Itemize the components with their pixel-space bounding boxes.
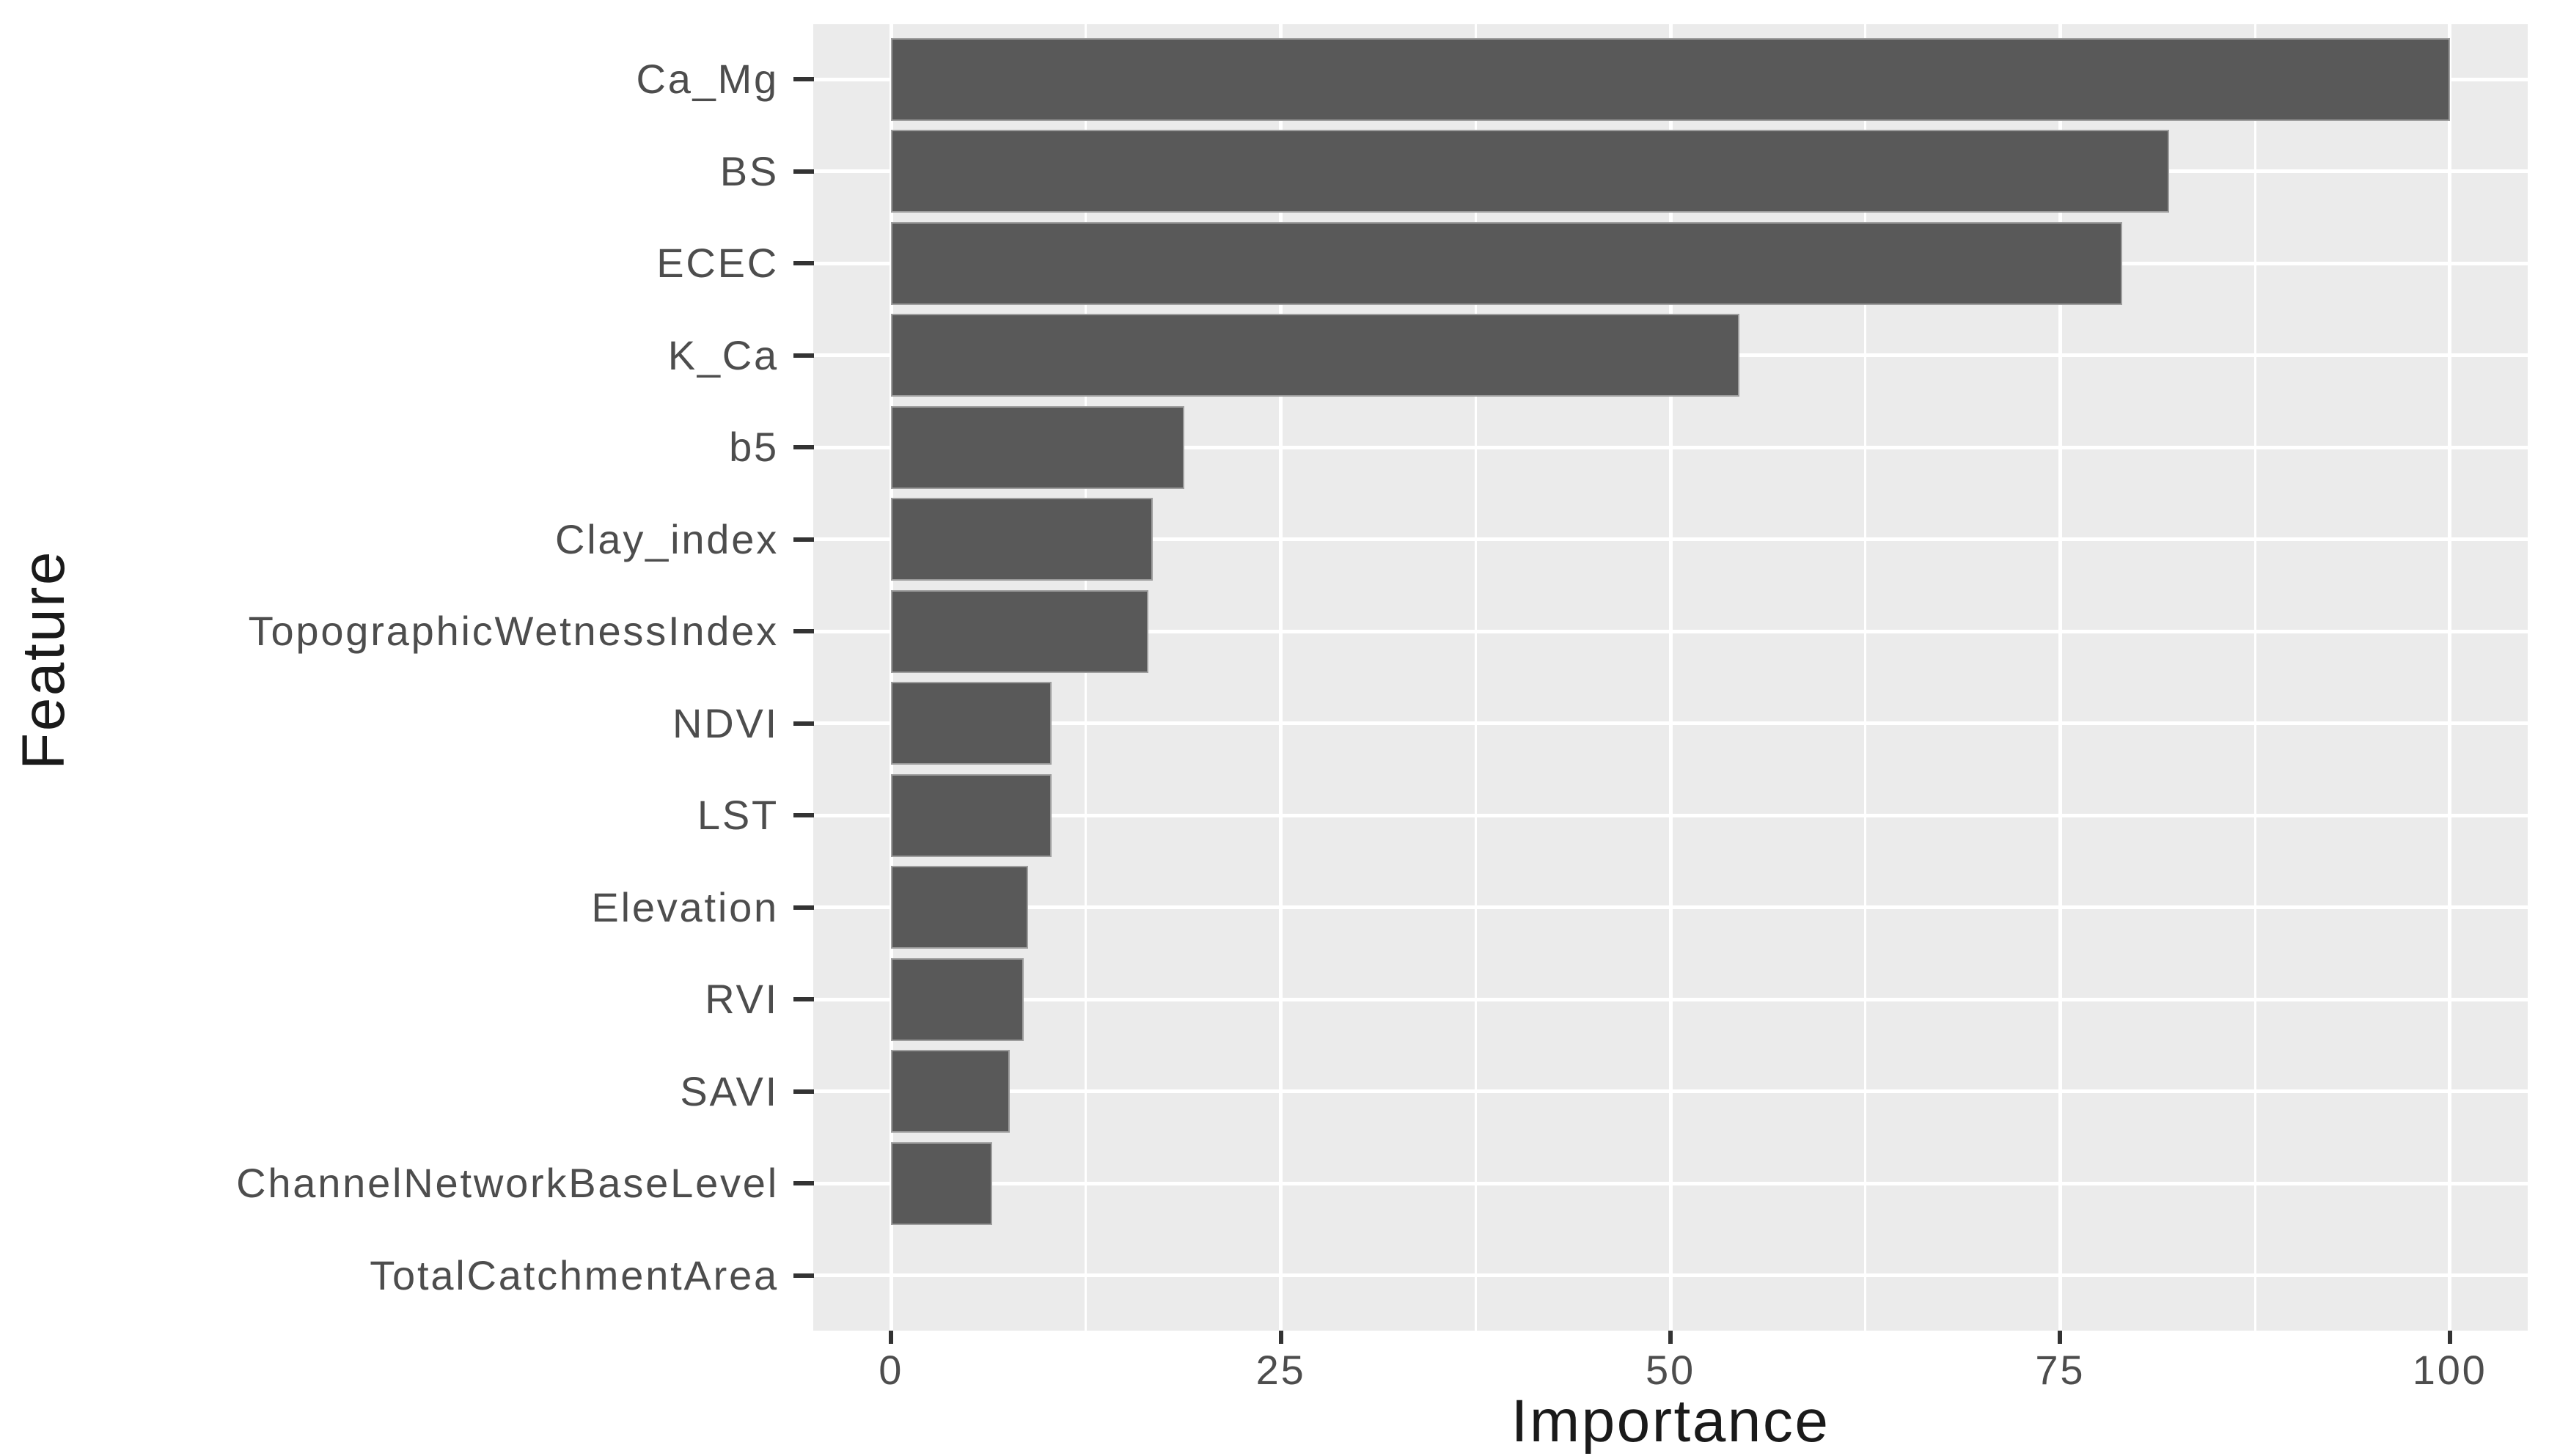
y-tick-mark — [793, 261, 814, 266]
y-tick-mark — [793, 813, 814, 818]
gridline-minor-vertical — [2253, 24, 2256, 1331]
y-axis-tick-label: RVI — [705, 976, 779, 1023]
y-axis-tick-label: TotalCatchmentArea — [370, 1251, 779, 1298]
y-tick-mark — [793, 905, 814, 910]
gridline-major-horizontal — [813, 445, 2528, 449]
y-axis-tick-label: ECEC — [656, 240, 779, 287]
gridline-major-horizontal — [813, 629, 2528, 633]
x-axis-tick-label: 0 — [879, 1347, 904, 1393]
bar — [891, 589, 1148, 673]
gridline-major-horizontal — [813, 1273, 2528, 1278]
gridline-major-horizontal — [813, 1089, 2528, 1094]
y-axis-tick-label: TopographicWetnessIndex — [248, 608, 779, 655]
bar — [891, 221, 2123, 305]
x-axis-tick-label: 50 — [1646, 1347, 1695, 1393]
y-axis-tick-label: SAVI — [680, 1067, 779, 1114]
gridline-major-vertical — [1279, 24, 1283, 1331]
bar — [891, 773, 1052, 857]
gridline-major-vertical — [2058, 24, 2062, 1331]
x-axis-title: Importance — [1511, 1388, 1830, 1455]
y-axis-tick-label: b5 — [729, 424, 779, 471]
y-tick-mark — [793, 353, 814, 358]
bar — [891, 37, 2450, 121]
y-tick-mark — [793, 537, 814, 542]
gridline-major-vertical — [889, 24, 893, 1331]
y-axis-tick-label: K_Ca — [667, 331, 779, 378]
gridline-major-horizontal — [813, 997, 2528, 1001]
x-tick-mark — [889, 1331, 894, 1344]
y-tick-mark — [793, 997, 814, 1002]
x-tick-mark — [1278, 1331, 1283, 1344]
gridline-minor-vertical — [1085, 24, 1088, 1331]
y-axis-tick-label: BS — [719, 147, 779, 194]
y-tick-mark — [793, 169, 814, 174]
y-tick-mark — [793, 1273, 814, 1278]
y-tick-mark — [793, 1089, 814, 1094]
x-tick-mark — [2447, 1331, 2452, 1344]
y-axis-tick-label: Clay_index — [554, 515, 779, 562]
gridline-minor-vertical — [1864, 24, 1867, 1331]
gridline-major-horizontal — [813, 537, 2528, 542]
gridline-minor-vertical — [1474, 24, 1477, 1331]
x-axis-tick-label: 25 — [1255, 1347, 1306, 1393]
y-tick-mark — [793, 445, 814, 450]
bar — [891, 405, 1184, 489]
y-axis-title: Feature — [10, 550, 77, 770]
bar — [891, 866, 1029, 949]
gridline-major-horizontal — [813, 721, 2528, 726]
y-tick-mark — [793, 1181, 814, 1186]
bar — [891, 314, 1739, 397]
y-tick-mark — [793, 77, 814, 82]
bar — [891, 957, 1024, 1041]
plot-panel — [813, 24, 2528, 1331]
x-tick-mark — [2058, 1331, 2063, 1344]
gridline-major-horizontal — [813, 905, 2528, 910]
bar — [891, 1141, 993, 1225]
y-tick-mark — [793, 721, 814, 726]
y-axis-tick-label: LST — [697, 792, 779, 839]
y-axis-title-wrap: Feature — [0, 0, 88, 1320]
y-axis-tick-label: ChannelNetworkBaseLevel — [236, 1160, 779, 1207]
gridline-major-vertical — [1668, 24, 1673, 1331]
bar — [891, 498, 1154, 581]
y-axis-tick-label: Elevation — [591, 883, 779, 930]
x-axis-tick-label: 75 — [2035, 1347, 2086, 1393]
gridline-major-horizontal — [813, 813, 2528, 817]
x-axis-tick-label: 100 — [2412, 1347, 2487, 1393]
bar — [891, 130, 2170, 213]
bar — [891, 682, 1052, 765]
gridline-major-vertical — [2448, 24, 2452, 1331]
x-axis-title-wrap: Importance — [813, 1387, 2528, 1456]
y-tick-mark — [793, 629, 814, 634]
x-tick-mark — [1668, 1331, 1673, 1344]
bar — [891, 1050, 1010, 1133]
y-axis-tick-label: NDVI — [672, 699, 779, 746]
gridline-major-horizontal — [813, 1181, 2528, 1185]
y-axis-tick-label: Ca_Mg — [636, 56, 779, 103]
